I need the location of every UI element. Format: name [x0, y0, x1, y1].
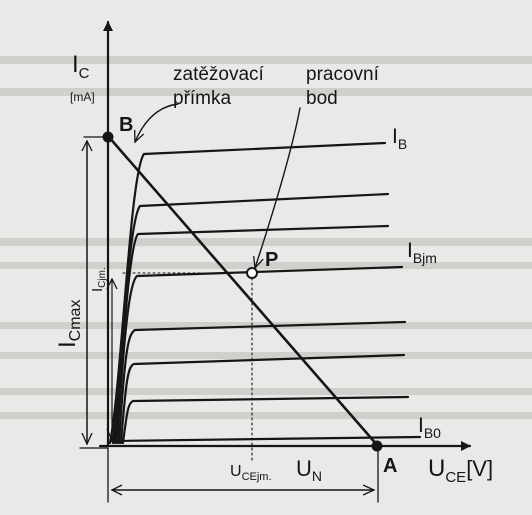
point-p-marker	[246, 267, 258, 279]
curve-ib-label: IB	[392, 125, 407, 152]
x-axis-symbol: UCE[V]	[428, 455, 493, 486]
ucejm-label: UCEjm.	[230, 463, 272, 483]
curve-ib0-label: IB0	[418, 414, 441, 441]
point-a-marker	[371, 440, 383, 452]
bleed-band	[0, 238, 532, 246]
bleed-band	[0, 352, 532, 359]
point-b-marker	[102, 131, 114, 143]
y-axis-symbol: IC	[72, 51, 90, 82]
bleed-band	[0, 88, 532, 96]
bleed-band	[0, 412, 532, 419]
bleed-band	[0, 262, 532, 269]
load-line-label-2: přímka	[173, 88, 232, 109]
curve-ib0	[110, 435, 422, 443]
point-p-label: P	[265, 249, 278, 271]
bleed-band	[0, 388, 532, 395]
icjm-label: ICjm.	[89, 267, 108, 292]
point-b-label: B	[119, 114, 133, 136]
point-a-label: A	[383, 455, 397, 477]
curve-ibjm-label: IBjm	[407, 239, 437, 266]
un-label: UN	[296, 456, 322, 484]
curve-5	[117, 320, 407, 445]
background-bleed-through	[0, 56, 532, 419]
y-axis-unit: [mA]	[70, 90, 95, 104]
load-line	[106, 134, 380, 448]
curve-7	[121, 395, 410, 445]
curve-3	[113, 224, 390, 445]
bleed-band	[0, 56, 532, 64]
operating-point-pointer-arrow	[255, 107, 301, 268]
load-line-label-1: zatěžovací	[173, 64, 265, 85]
load-line-pointer-arrow	[135, 103, 179, 142]
curve-6	[119, 353, 406, 445]
operating-point-label-2: bod	[306, 88, 338, 109]
curve-ibjm	[115, 265, 404, 445]
icmax-label: ICmax	[54, 300, 84, 348]
operating-point-label-1: pracovní	[306, 64, 380, 85]
